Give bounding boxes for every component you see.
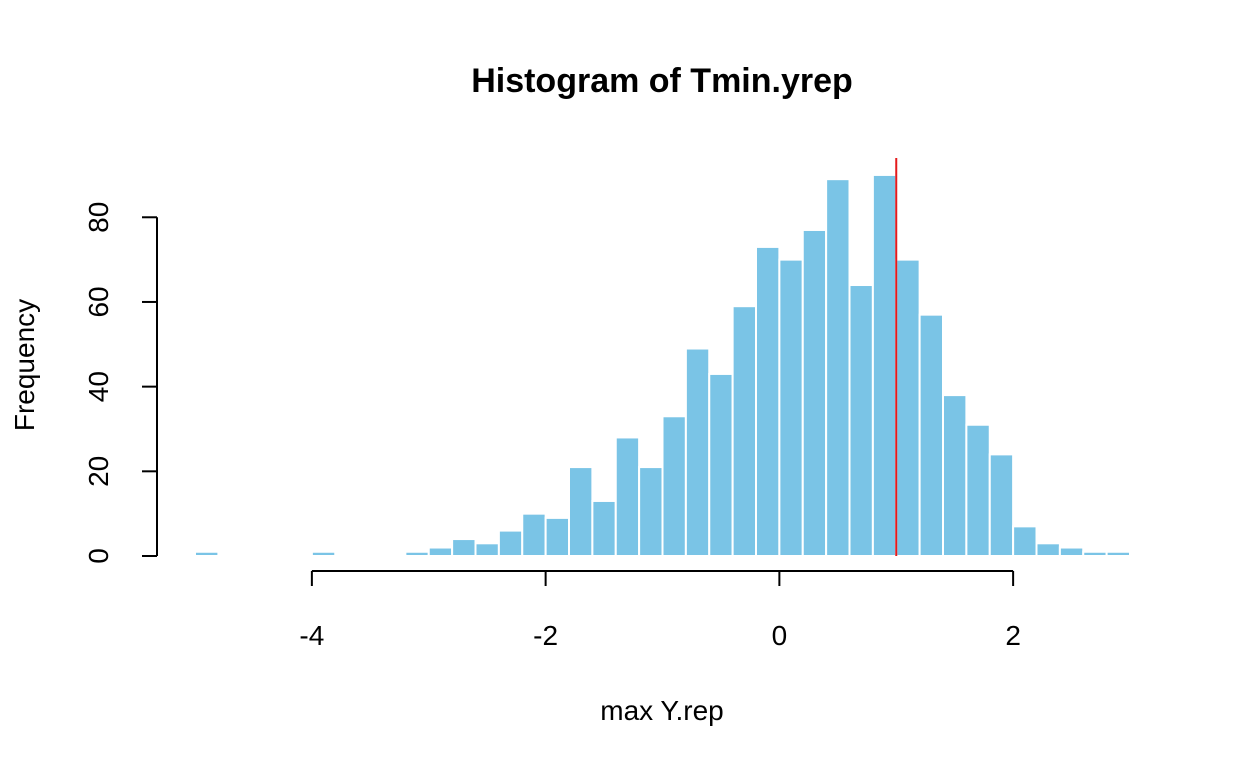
- histogram-bar: [544, 516, 570, 557]
- histogram-bar: [474, 542, 500, 557]
- histogram-bar: [427, 546, 454, 558]
- chart-title: Histogram of Tmin.yrep: [471, 62, 853, 100]
- histogram-bar: [1058, 546, 1085, 558]
- histogram-bar: [708, 372, 734, 557]
- x-axis: -4 -2 0 2: [299, 570, 1021, 651]
- histogram-bar: [451, 538, 477, 558]
- histogram-bar: [404, 550, 430, 557]
- histogram-bar: [1035, 542, 1061, 557]
- histogram-bar: [684, 347, 711, 557]
- histogram-bar: [801, 228, 828, 557]
- histogram-bar: [661, 415, 687, 557]
- histogram-bar: [988, 453, 1015, 557]
- histogram-bar: [1105, 550, 1131, 557]
- y-tick-label: 0: [83, 548, 114, 564]
- histogram-bar: [825, 178, 851, 557]
- histogram-bar: [568, 466, 594, 558]
- histogram-bar: [591, 499, 617, 558]
- histogram-bar: [942, 394, 968, 557]
- histogram-bar: [1082, 550, 1108, 557]
- y-tick-label: 20: [83, 456, 114, 487]
- histogram-bar: [521, 512, 547, 557]
- y-tick-label: 60: [83, 286, 114, 317]
- histogram-bar: [1012, 525, 1038, 557]
- x-tick-label: 2: [1005, 620, 1021, 651]
- histogram-bar: [965, 423, 991, 558]
- histogram-bar: [638, 466, 664, 558]
- y-axis-label: Frequency: [9, 299, 40, 431]
- x-tick-label: -4: [299, 620, 324, 651]
- y-tick-label: 40: [83, 371, 114, 402]
- y-axis: 0 20 40 60 80: [83, 202, 158, 564]
- y-tick-label: 80: [83, 202, 114, 233]
- histogram-bars: [194, 173, 1131, 558]
- histogram-bar: [848, 284, 874, 557]
- x-tick-label: 0: [772, 620, 788, 651]
- histogram-bar: [918, 313, 944, 557]
- histogram-bar: [755, 245, 781, 557]
- histogram-bar: [614, 436, 641, 557]
- histogram-bar: [778, 258, 804, 557]
- histogram-bar: [895, 258, 921, 557]
- x-tick-label: -2: [533, 620, 558, 651]
- x-axis-label: max Y.rep: [600, 695, 723, 726]
- histogram-bar: [731, 305, 757, 558]
- histogram-bar: [871, 173, 898, 558]
- histogram-bar: [194, 550, 220, 557]
- histogram-bar: [497, 529, 524, 558]
- histogram-bar: [310, 550, 337, 557]
